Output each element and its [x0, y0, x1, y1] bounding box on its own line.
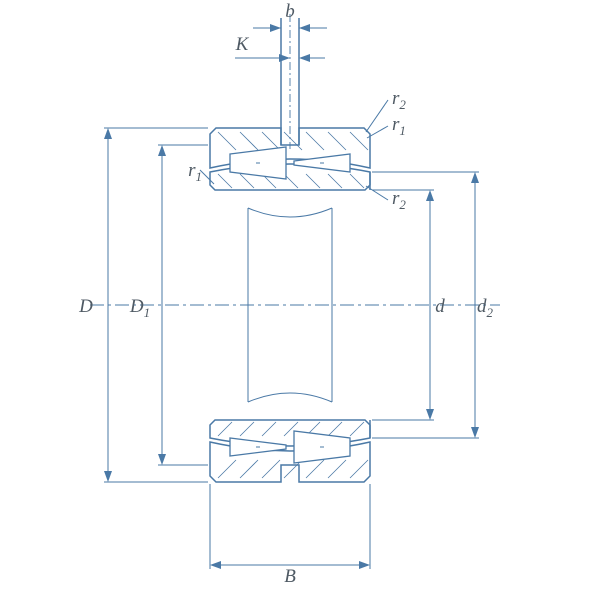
- label-B: B: [284, 566, 296, 587]
- label-b: b: [285, 1, 295, 22]
- label-r1-inner: r1: [188, 160, 202, 184]
- label-D: D: [78, 296, 93, 317]
- label-K: K: [235, 34, 250, 55]
- label-d2: d2: [477, 296, 494, 320]
- section-bottom: [210, 420, 370, 482]
- bearing-cross-section-diagram: DD1dd2BbKr2r1r1r2: [0, 0, 600, 600]
- label-d: d: [435, 296, 445, 317]
- label-r1-outer: r1: [392, 114, 406, 138]
- label-r2-outer: r2: [392, 88, 406, 112]
- label-r2-inner: r2: [392, 188, 406, 212]
- label-D1: D1: [129, 296, 150, 320]
